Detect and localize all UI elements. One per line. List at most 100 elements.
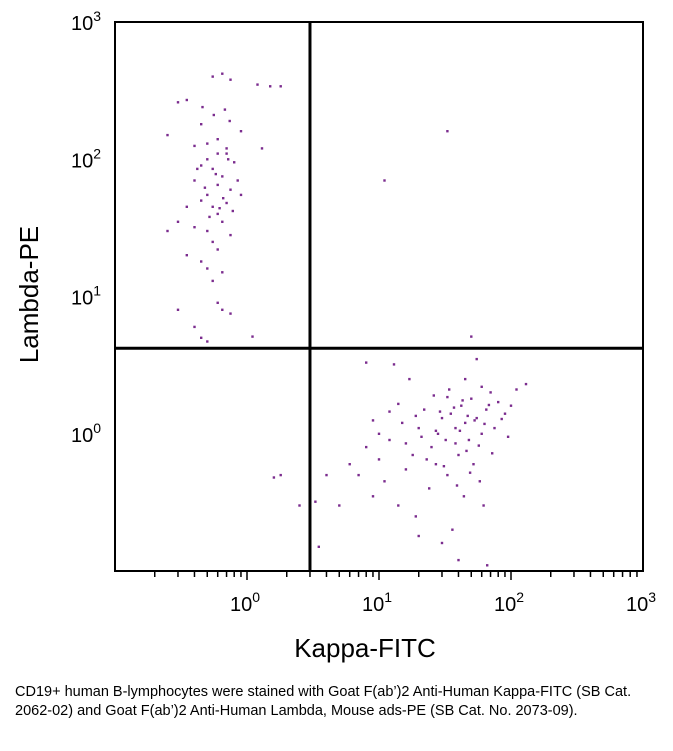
data-point — [216, 212, 219, 216]
data-point — [216, 301, 219, 304]
data-point — [196, 167, 199, 171]
y-axis-ticks: 100 101 102 103 — [71, 8, 101, 447]
data-point — [436, 432, 440, 435]
data-point — [482, 504, 485, 507]
data-point — [425, 458, 428, 461]
data-point — [503, 412, 507, 415]
data-point — [509, 404, 513, 407]
data-point — [423, 408, 426, 411]
data-point — [200, 336, 203, 339]
data-point — [475, 357, 478, 361]
data-point — [365, 445, 368, 449]
data-point — [460, 404, 463, 407]
data-point — [229, 78, 232, 81]
data-point — [325, 473, 328, 477]
data-point — [206, 340, 209, 343]
data-point — [185, 98, 188, 102]
y-tick-label: 100 — [71, 420, 101, 447]
data-point — [203, 186, 207, 189]
data-point — [211, 279, 214, 283]
data-point — [176, 308, 180, 311]
scatter-points — [166, 72, 528, 567]
data-point — [462, 495, 466, 498]
data-point — [185, 205, 188, 208]
x-tick-label: 101 — [362, 589, 392, 616]
data-point — [239, 130, 243, 133]
data-point — [216, 248, 219, 251]
data-point — [229, 188, 232, 191]
data-point — [383, 480, 386, 483]
y-axis-label: Lambda-PE — [14, 226, 44, 363]
data-point — [236, 179, 239, 182]
data-point — [176, 101, 180, 104]
data-point — [377, 458, 381, 461]
data-point — [452, 406, 456, 409]
data-point — [392, 363, 396, 366]
flow-cytometry-dot-plot: 100 101 102 103 100 101 102 103 Kappa-FITC Lam… — [14, 8, 656, 663]
data-point — [206, 193, 209, 197]
figure-caption: CD19+ human B-lymphocytes were stained w… — [15, 684, 632, 719]
data-point — [414, 414, 417, 418]
data-point — [357, 473, 360, 477]
data-point — [449, 412, 452, 415]
data-point — [414, 515, 417, 518]
data-point — [200, 260, 203, 263]
quadrant-gates — [115, 22, 643, 571]
data-point — [515, 388, 518, 391]
data-point — [272, 476, 276, 479]
data-point — [176, 220, 180, 223]
data-point — [500, 417, 503, 421]
data-point — [279, 473, 282, 477]
data-point — [200, 164, 203, 167]
data-point — [269, 85, 272, 88]
data-point — [486, 564, 489, 567]
data-point — [298, 504, 301, 507]
data-point — [461, 399, 464, 402]
data-point — [211, 240, 214, 244]
data-point — [314, 500, 317, 503]
data-point — [480, 432, 483, 435]
data-point — [201, 105, 204, 109]
x-tick-label: 103 — [626, 589, 656, 616]
data-point — [193, 144, 196, 148]
data-point — [214, 172, 217, 176]
data-point — [457, 453, 460, 457]
data-point — [231, 209, 234, 213]
data-point — [225, 152, 228, 155]
data-point — [440, 416, 444, 420]
data-point — [212, 113, 215, 117]
data-point — [256, 83, 259, 86]
data-point — [206, 267, 209, 270]
data-point — [229, 312, 232, 315]
data-point — [233, 161, 236, 164]
data-point — [206, 142, 209, 145]
data-point — [371, 495, 375, 498]
data-point — [489, 391, 492, 394]
data-point — [483, 422, 486, 426]
data-point — [434, 429, 438, 432]
data-point — [365, 361, 368, 364]
data-point — [467, 438, 471, 442]
data-point — [472, 463, 475, 466]
data-point — [420, 435, 423, 438]
data-point — [491, 452, 494, 455]
data-point — [524, 382, 528, 386]
data-point — [404, 442, 408, 445]
data-point — [185, 254, 188, 257]
data-point — [208, 215, 211, 219]
data-point — [200, 123, 203, 126]
data-point — [470, 335, 473, 338]
data-point — [493, 426, 496, 430]
data-point — [466, 414, 469, 418]
data-point — [458, 429, 462, 432]
data-point — [446, 473, 449, 477]
data-point — [216, 183, 219, 187]
x-tick-label: 100 — [230, 589, 260, 616]
data-point — [430, 445, 433, 449]
data-point — [206, 158, 209, 161]
data-point — [464, 421, 467, 425]
data-point — [446, 130, 449, 133]
data-point — [438, 410, 442, 413]
data-point — [411, 453, 414, 457]
data-point — [221, 220, 224, 223]
